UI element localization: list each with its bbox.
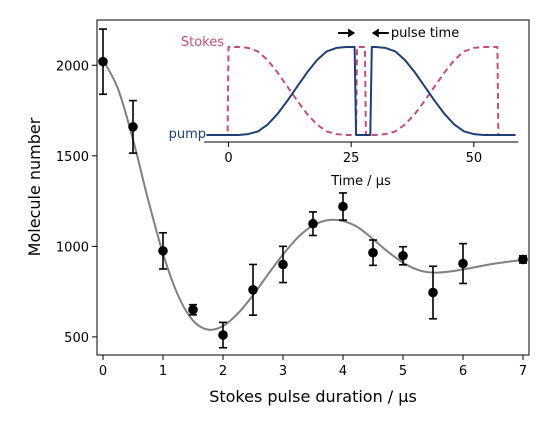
main-x-tick-label: 7 xyxy=(519,364,527,379)
pulse-time-annotation: pulse time xyxy=(391,26,459,41)
data-point xyxy=(368,247,378,258)
inset-plot: 0 25 50 Time / μs Stokes pump pulse time xyxy=(169,26,518,189)
main-x-tick-label: 2 xyxy=(219,364,227,379)
pulse-time-arrows xyxy=(338,28,389,38)
data-point xyxy=(338,201,348,212)
main-y-tick-label: 500 xyxy=(64,331,89,346)
main-y-tick-label: 1000 xyxy=(56,240,89,255)
main-y-tick-label: 1500 xyxy=(56,150,89,165)
right-pointing-arrow-icon xyxy=(348,28,356,38)
data-point-layer xyxy=(98,56,528,340)
main-x-ticks: 0 1 2 3 4 5 6 7 xyxy=(99,355,527,379)
data-point xyxy=(158,246,168,256)
data-point xyxy=(218,330,228,340)
data-point xyxy=(128,122,138,132)
main-y-axis-label: Molecule number xyxy=(25,117,44,256)
fit-curve xyxy=(102,59,524,331)
inset-x-axis-label: Time / μs xyxy=(330,174,391,189)
main-x-tick-label: 0 xyxy=(99,364,107,379)
main-x-tick-label: 4 xyxy=(339,364,347,379)
stokes-line xyxy=(221,46,509,136)
data-point xyxy=(428,287,438,298)
errorbar-layer xyxy=(99,28,527,349)
data-point xyxy=(458,258,468,269)
data-point xyxy=(398,250,408,261)
data-point xyxy=(188,304,198,315)
fit-curve-layer xyxy=(102,59,524,331)
left-pointing-arrow-icon xyxy=(371,28,379,38)
main-x-tick-label: 5 xyxy=(399,364,407,379)
main-y-tick-label: 2000 xyxy=(56,59,89,74)
inset-x-ticks: 0 25 50 xyxy=(224,142,482,166)
pump-series-label: pump xyxy=(169,127,206,142)
main-x-tick-label: 3 xyxy=(279,364,287,379)
main-x-tick-label: 6 xyxy=(459,364,467,379)
data-point xyxy=(98,56,108,67)
main-x-axis-label: Stokes pulse duration / μs xyxy=(209,387,417,406)
stokes-series-label: Stokes xyxy=(181,35,224,50)
inset-series-layer xyxy=(206,46,516,136)
main-x-tick-label: 1 xyxy=(159,364,167,379)
main-axes-frame xyxy=(96,19,530,356)
data-point xyxy=(518,254,528,265)
inset-x-tick-label: 0 xyxy=(224,151,232,166)
data-point xyxy=(248,285,258,295)
inset-x-tick-label: 50 xyxy=(466,151,483,166)
pump-line xyxy=(206,46,516,136)
data-point xyxy=(278,259,288,270)
inset-x-tick-label: 25 xyxy=(343,151,360,166)
data-point xyxy=(308,218,318,229)
main-y-ticks: 500 1000 1500 2000 xyxy=(56,59,97,346)
